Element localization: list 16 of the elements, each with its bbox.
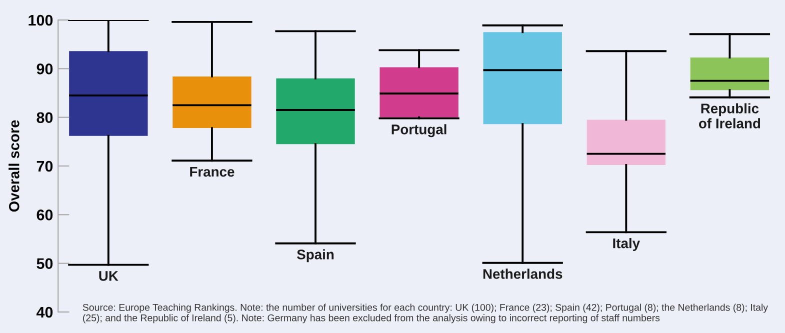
x-tick-label: Republic of Ireland [698,103,760,128]
x-tick-label: Netherlands [483,268,562,279]
y-tick-label: 100 [28,14,53,26]
x-tick-label: Italy [613,238,640,251]
y-tick-label: 60 [36,210,53,220]
y-tick-label: 80 [36,112,53,124]
y-tick-label: 50 [36,258,53,270]
x-tick-label: Portugal [392,124,446,138]
x-tick-label: France [190,166,234,177]
y-tick-label: 40 [36,306,53,318]
x-tick-label: Spain [297,249,334,262]
x-tick-label: UK [99,271,118,281]
annotation: Source: Europe Teaching Rankings. Note: the number of universities for each country: UK (100); France (23); Spain (42); Portugal (8); the Netherlands (8); Italy (25); and the Republic of Ireland (5). Note: Germany has been excluded from the analysis owing to incorrect reporting of staff numbers [82,304,768,324]
y-tick-label: 90 [36,64,53,74]
y-axis-title: Overall score [8,120,20,212]
y-tick-label: 70 [36,160,53,172]
